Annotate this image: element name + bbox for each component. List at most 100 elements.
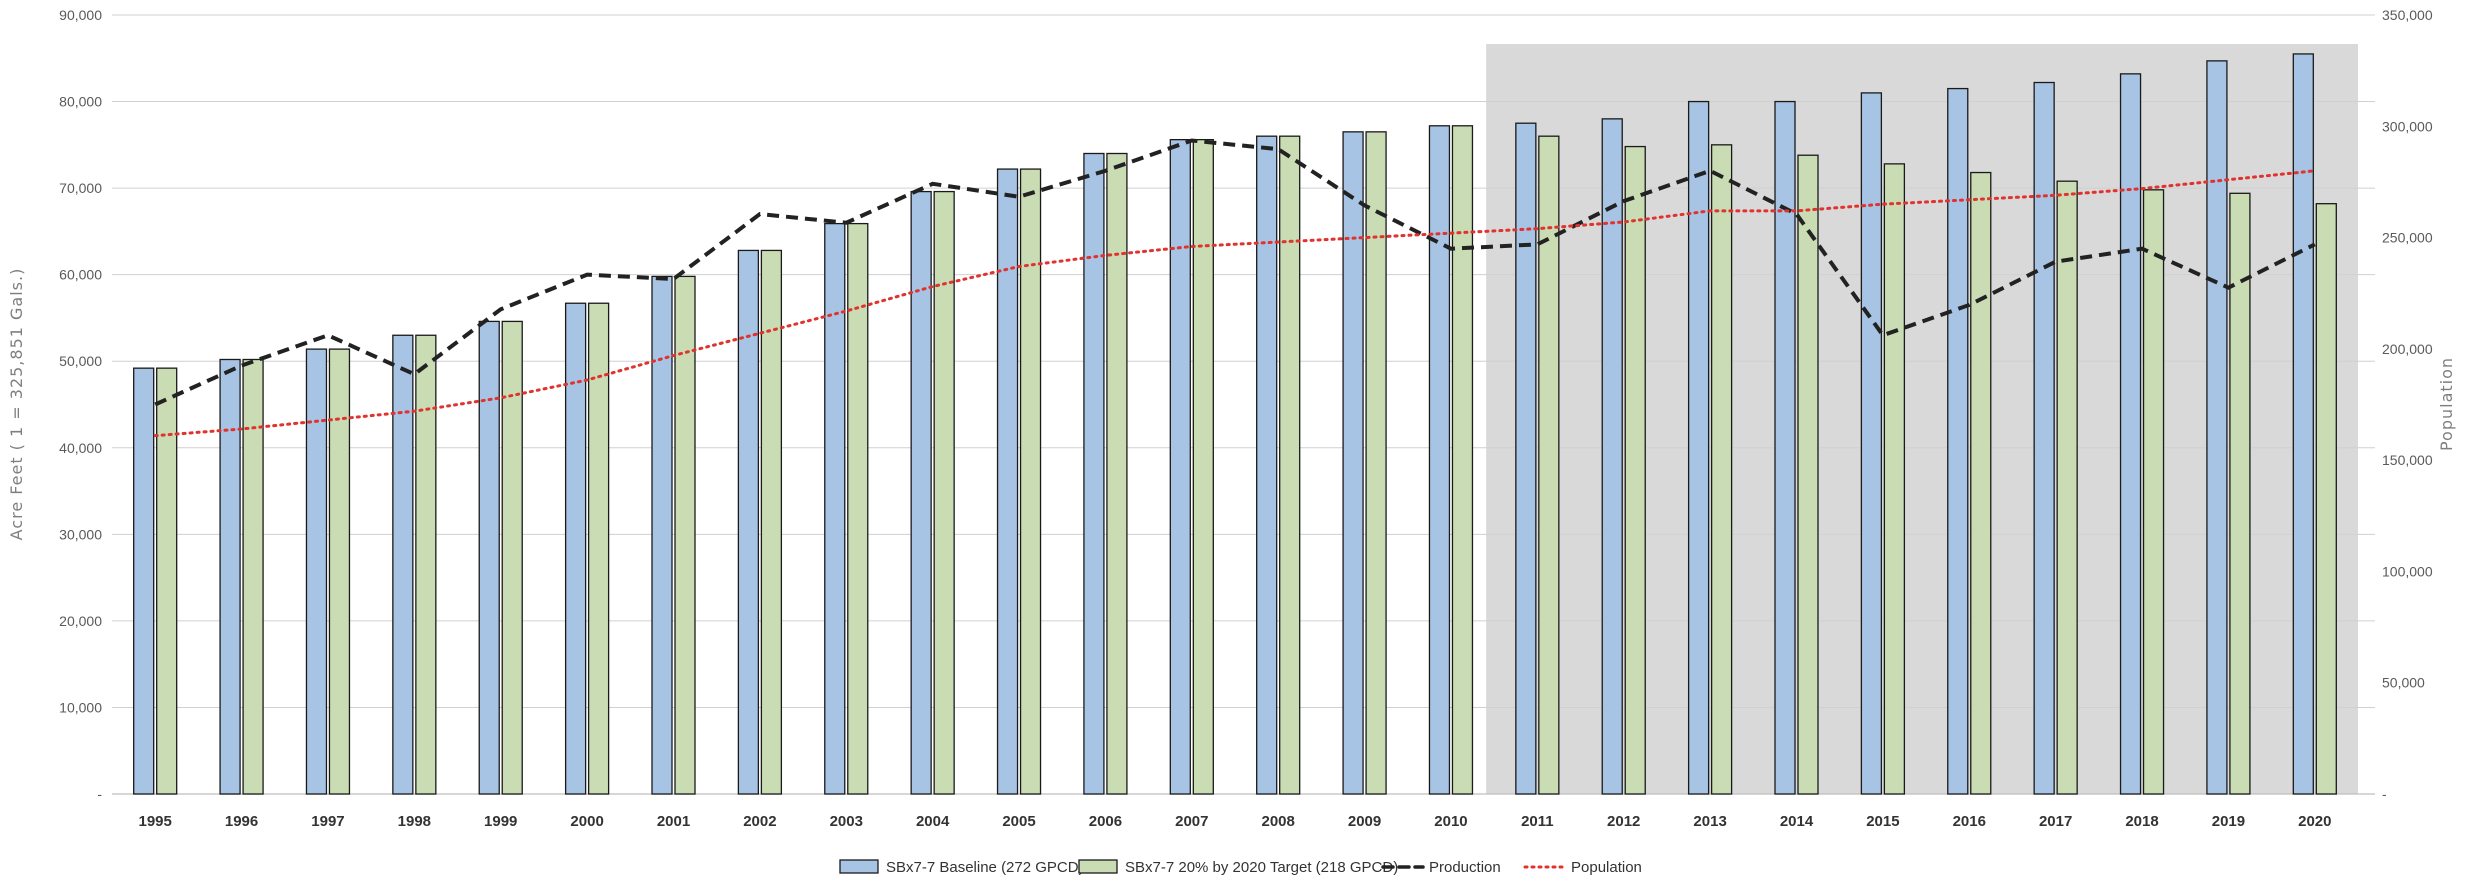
x-tick-label: 2011: [1521, 813, 1554, 830]
y-tick-label: 40,000: [59, 440, 102, 456]
x-tick-label: 1997: [311, 813, 344, 830]
x-tick-label: 2015: [1866, 813, 1899, 830]
bar-baseline-2016: [1947, 87, 1969, 795]
y-axis-title: Acre Feet ( 1 = 325,851 Gals.): [7, 268, 26, 541]
bar-baseline-2006: [1083, 152, 1105, 795]
bar-target-1998: [415, 334, 437, 795]
bar-baseline-2003: [824, 222, 846, 795]
bar-baseline-2004: [910, 190, 932, 795]
legend-label: Population: [1571, 859, 1642, 876]
y2-axis-title: Population: [2437, 357, 2456, 451]
bar-target-2014: [1797, 154, 1819, 795]
x-tick-label: 2007: [1175, 813, 1208, 830]
left-axis-ticks: - 10,000 20,000 30,000 40,000 50,000 60,000 70,…: [59, 7, 102, 802]
bar-baseline-2014: [1774, 100, 1796, 795]
legend-label: Production: [1429, 859, 1501, 876]
legend: SBx7-7 Baseline (272 GPCD) SBx7-7 20% by …: [839, 859, 1642, 876]
x-tick-label: 2001: [657, 813, 690, 830]
x-tick-label: 2016: [1953, 813, 1986, 830]
x-tick-label: 2012: [1607, 813, 1640, 830]
production-line: [154, 138, 2316, 407]
bar-baseline-2008: [1256, 135, 1278, 795]
bar-target-1996: [242, 358, 264, 795]
bar-baseline-2019: [2206, 60, 2228, 795]
x-tick-label: 2020: [2298, 813, 2331, 830]
bar-target-2011: [1538, 135, 1560, 795]
bar-baseline-2012: [1601, 118, 1623, 795]
y-tick-label: 90,000: [59, 7, 102, 23]
bar-target-2002: [760, 249, 783, 795]
bar-target-2004: [933, 190, 955, 795]
x-tick-label: 2019: [2212, 813, 2245, 830]
y-tick-label: 70,000: [59, 180, 102, 196]
bar-target-1995: [156, 367, 178, 795]
bar-baseline-2017: [2033, 81, 2055, 795]
bar-target-2005: [1019, 168, 1042, 795]
bar-baseline-2020: [2292, 53, 2314, 795]
bar-baseline-2010: [1428, 125, 1451, 795]
legend-label: SBx7-7 Baseline (272 GPCD): [886, 859, 1084, 876]
x-tick-label: 2013: [1693, 813, 1726, 830]
lines: [153, 138, 2317, 438]
y-tick-label: 50,000: [59, 353, 102, 369]
y2-tick-label: 250,000: [2382, 230, 2433, 246]
bar-baseline-1997: [305, 348, 328, 795]
x-tick-label: 2005: [1002, 813, 1035, 830]
x-axis-ticks: 1995 1996 1997 1998 1999 2000 2001 2002 2003 2004…: [139, 813, 2332, 830]
x-tick-label: 2000: [570, 813, 603, 830]
y-tick-label: 60,000: [59, 267, 102, 283]
x-tick-label: 1999: [484, 813, 517, 830]
bar-baseline-2007: [1169, 138, 1191, 795]
x-tick-label: 2014: [1780, 813, 1814, 830]
y2-tick-label: 150,000: [2382, 452, 2433, 468]
x-tick-label: 2017: [2039, 813, 2072, 830]
y-tick-label: 30,000: [59, 526, 102, 542]
bar-target-2018: [2142, 189, 2165, 795]
bar-target-2013: [1710, 144, 1733, 795]
bar-baseline-2018: [2119, 73, 2142, 795]
x-tick-label: 1998: [398, 813, 431, 830]
y2-tick-label: 200,000: [2382, 341, 2433, 357]
bar-baseline-2009: [1342, 131, 1364, 795]
bar-target-1997: [328, 348, 351, 795]
legend-swatch: [1078, 859, 1118, 874]
bar-target-2016: [1970, 171, 1992, 795]
right-axis-ticks: - 50,000 100,000 150,000 200,000 250,000 300,0…: [2382, 7, 2433, 802]
y2-tick-label: -: [2382, 786, 2387, 802]
x-tick-label: 2003: [830, 813, 863, 830]
bar-baseline-2015: [1860, 92, 1883, 795]
bar-target-2019: [2229, 192, 2251, 795]
x-tick-label: 2002: [743, 813, 776, 830]
y2-tick-label: 300,000: [2382, 118, 2433, 134]
bar-baseline-1998: [392, 334, 414, 795]
legend-label: SBx7-7 20% by 2020 Target (218 GPCD): [1125, 859, 1398, 876]
bar-baseline-1999: [478, 320, 500, 795]
bar-baseline-2000: [564, 302, 587, 795]
bar-target-2008: [1279, 135, 1301, 795]
legend-swatch: [839, 859, 879, 874]
bar-target-2007: [1192, 138, 1214, 795]
bar-target-2001: [674, 275, 696, 795]
bar-target-2010: [1451, 125, 1474, 795]
bar-target-2020: [2315, 203, 2337, 795]
bar-baseline-2011: [1515, 122, 1537, 795]
bar-target-2000: [587, 302, 610, 795]
y-tick-label: -: [97, 786, 102, 802]
y2-tick-label: 100,000: [2382, 563, 2433, 579]
bar-target-2009: [1365, 131, 1387, 795]
bar-target-1999: [501, 320, 523, 795]
bar-baseline-1996: [219, 358, 241, 795]
bar-target-2003: [847, 222, 869, 795]
bar-target-2015: [1883, 163, 1906, 795]
x-tick-label: 2009: [1348, 813, 1381, 830]
x-tick-label: 2018: [2125, 813, 2158, 830]
bars: [133, 53, 2337, 795]
bar-target-2017: [2056, 180, 2078, 795]
y2-tick-label: 50,000: [2382, 675, 2425, 691]
x-tick-label: 2006: [1089, 813, 1122, 830]
bar-baseline-2013: [1687, 100, 1710, 795]
bar-target-2006: [1106, 152, 1128, 795]
y2-tick-label: 350,000: [2382, 7, 2433, 23]
bar-baseline-2001: [651, 275, 673, 795]
